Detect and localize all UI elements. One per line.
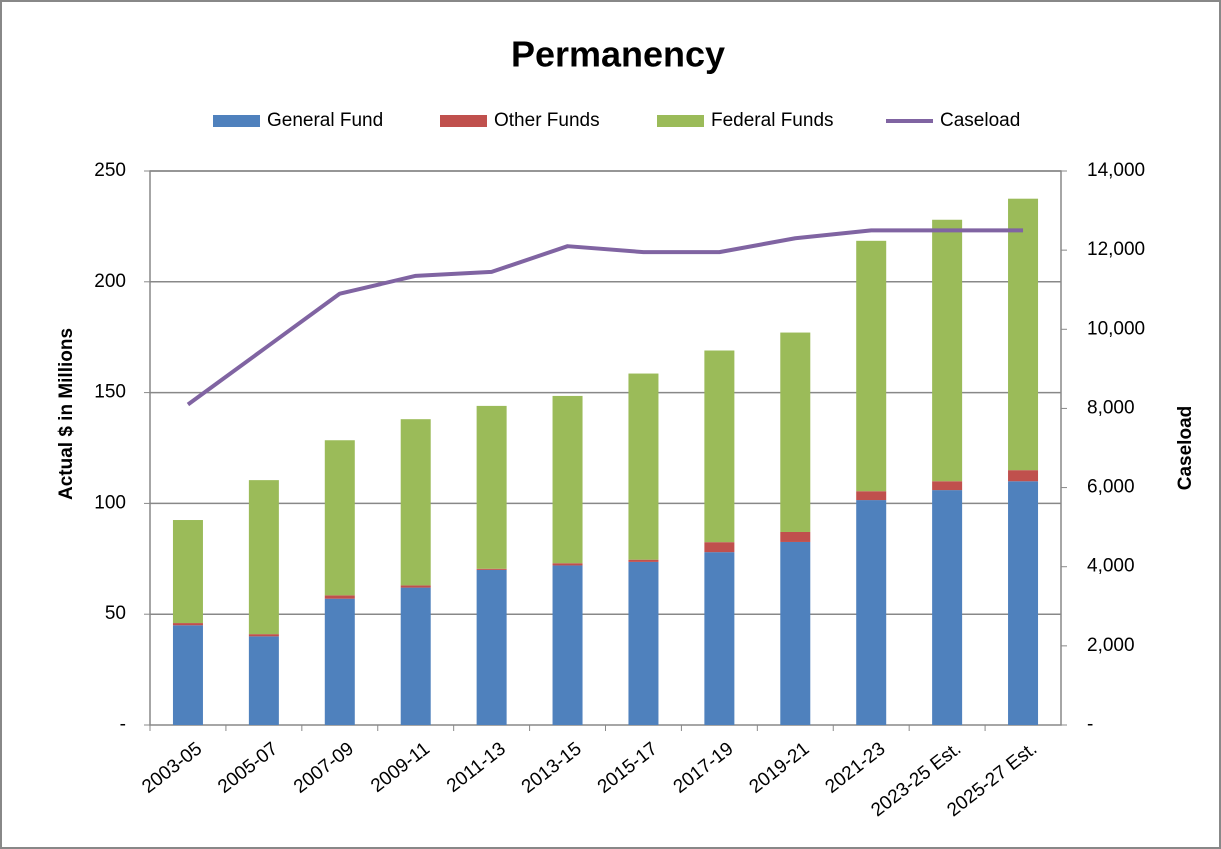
y2-tick-label: 12,000 [1087,239,1145,260]
y-axis-label: Actual $ in Millions [56,328,77,500]
y2-axis-label: Caseload [1175,406,1196,490]
y-tick-label: - [120,714,126,735]
bar [552,395,583,564]
bar [704,552,735,725]
bar [324,595,355,599]
bar [552,565,583,725]
legend-swatch [213,115,260,127]
y-tick-label: 150 [94,382,126,403]
bar [400,585,431,588]
bar [628,373,659,560]
chart-title: Permanency [511,34,725,75]
legend-swatch [440,115,487,127]
bar [1008,470,1039,482]
bar [400,587,431,725]
line [186,228,1024,407]
bar [704,350,735,543]
bar [628,559,659,562]
bar [932,219,963,482]
y2-tick-label: 6,000 [1087,477,1135,498]
legend-label: Other Funds [494,110,600,131]
y2-tick-label: 8,000 [1087,397,1135,418]
bar [704,542,735,553]
bar [248,634,279,637]
y-tick-label: 100 [94,492,126,513]
bar [324,440,355,596]
y-tick-label: 250 [94,160,126,181]
y2-tick-label: 4,000 [1087,556,1135,577]
bar [856,240,887,492]
y-tick-label: 200 [94,271,126,292]
bar [172,625,203,725]
bar [780,531,811,542]
bar [248,480,279,635]
bar [476,568,507,570]
bar [628,561,659,725]
bar [248,636,279,725]
bar [932,481,963,491]
bar [1008,481,1039,725]
bar [780,541,811,725]
bar [400,419,431,586]
bar [856,491,887,501]
bar [1008,198,1039,471]
y2-tick-label: 2,000 [1087,635,1135,656]
y-tick-label: 50 [105,603,126,624]
bar [780,332,811,532]
bar [476,569,507,725]
legend-label: Federal Funds [711,110,834,131]
legend-label: General Fund [267,110,383,131]
y2-tick-label: 10,000 [1087,318,1145,339]
y2-tick-label: - [1087,714,1093,735]
bar [476,405,507,569]
legend-swatch [657,115,704,127]
bar [172,520,203,624]
bar [932,490,963,725]
y2-tick-label: 14,000 [1087,160,1145,181]
legend-label: Caseload [940,110,1020,131]
bar [552,563,583,566]
bar [324,598,355,725]
bar [172,623,203,626]
bar [856,500,887,725]
